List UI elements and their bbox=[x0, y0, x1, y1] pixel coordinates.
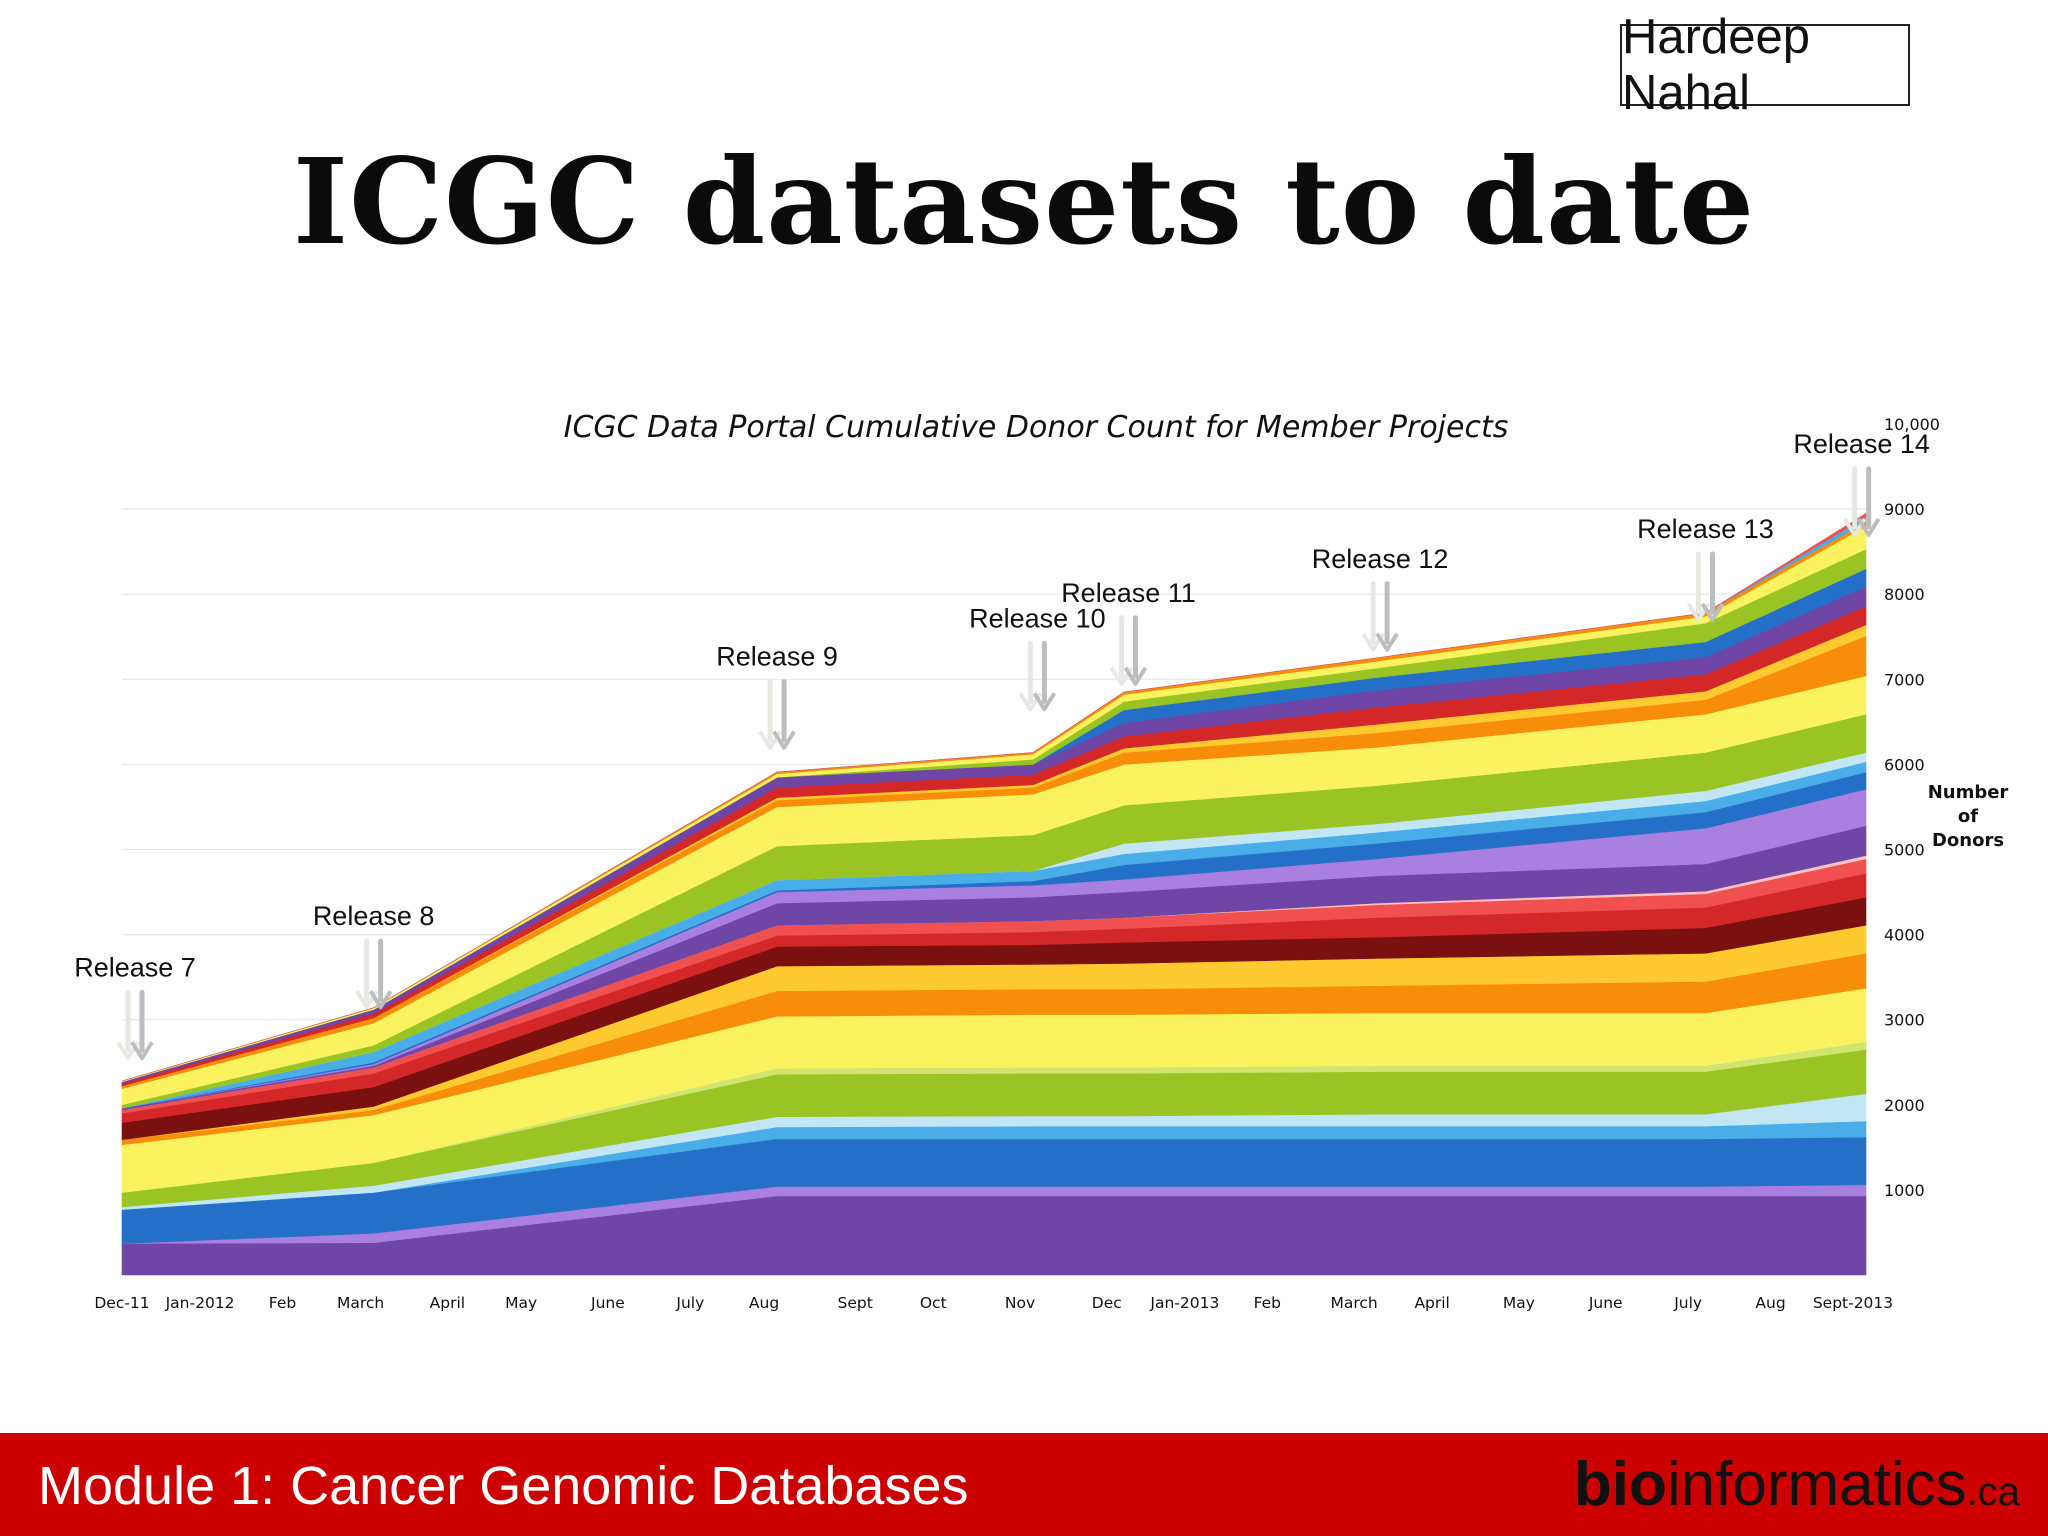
x-tick-label: Nov bbox=[1005, 1294, 1035, 1312]
release-annotation: Release 7 bbox=[74, 952, 196, 1061]
arrowhead-dark-icon bbox=[772, 730, 796, 750]
author-name: Hardeep Nahal bbox=[1622, 10, 1810, 120]
x-tick-label: Aug bbox=[1755, 1294, 1785, 1312]
release-annotation: Release 13 bbox=[1637, 514, 1774, 622]
arrowhead-dark-icon bbox=[1123, 666, 1148, 686]
x-tick-label: April bbox=[430, 1294, 465, 1312]
x-tick-label: Jan-2012 bbox=[165, 1294, 235, 1312]
y-tick-label: 1000 bbox=[1884, 1181, 1925, 1200]
x-tick-label: Dec-11 bbox=[94, 1294, 149, 1312]
release-label: Release 9 bbox=[716, 642, 838, 672]
arrowhead-dark-icon bbox=[1032, 692, 1057, 712]
release-label: Release 10 bbox=[969, 603, 1106, 633]
x-tick-label: June bbox=[590, 1294, 625, 1312]
x-tick-label: Sept-2013 bbox=[1813, 1294, 1893, 1312]
y-tick-label: 10,000 bbox=[1884, 415, 1940, 434]
arrowhead-dark-icon bbox=[1856, 517, 1881, 537]
release-annotation: Release 10 bbox=[969, 603, 1106, 712]
x-tick-label: May bbox=[505, 1294, 537, 1312]
area-series-31 bbox=[121, 512, 1867, 1082]
y-tick-label: 2000 bbox=[1884, 1096, 1925, 1115]
arrowhead-dark-icon bbox=[368, 990, 393, 1010]
y-tick-label: 9000 bbox=[1884, 500, 1925, 519]
release-annotation: Release 12 bbox=[1312, 544, 1449, 652]
release-label: Release 14 bbox=[1793, 429, 1930, 459]
release-label: Release 8 bbox=[313, 901, 435, 931]
chart-title: ICGC Data Portal Cumulative Donor Count … bbox=[564, 410, 1509, 445]
logo-bold-part: bio bbox=[1573, 1450, 1667, 1519]
x-tick-label: Jan-2013 bbox=[1149, 1294, 1219, 1312]
release-label: Release 13 bbox=[1637, 514, 1774, 544]
y-axis-label: of bbox=[1958, 806, 1978, 827]
y-axis-label: Donors bbox=[1932, 830, 2004, 851]
y-tick-label: 7000 bbox=[1884, 670, 1925, 689]
x-tick-label: Oct bbox=[920, 1294, 947, 1312]
x-tick-label: Feb bbox=[1254, 1294, 1281, 1312]
release-annotation: Release 14 bbox=[1793, 429, 1930, 537]
x-tick-label: March bbox=[1330, 1294, 1377, 1312]
y-tick-label: 3000 bbox=[1884, 1011, 1925, 1030]
x-tick-label: Aug bbox=[749, 1294, 779, 1312]
bioinformatics-logo: bioinformatics.ca bbox=[1574, 1449, 2020, 1520]
y-tick-label: 6000 bbox=[1884, 755, 1925, 774]
footer-module-title: Module 1: Cancer Genomic Databases bbox=[38, 1456, 969, 1516]
release-annotation: Release 11 bbox=[1061, 578, 1196, 686]
release-label: Release 12 bbox=[1312, 544, 1449, 574]
release-label: Release 7 bbox=[74, 952, 196, 982]
y-tick-label: 8000 bbox=[1884, 585, 1925, 604]
x-tick-label: July bbox=[1673, 1294, 1702, 1312]
x-tick-label: July bbox=[675, 1294, 704, 1312]
arrowhead-dark-icon bbox=[130, 1041, 154, 1061]
footer-bar: Module 1: Cancer Genomic Databases bioin… bbox=[0, 1433, 2048, 1536]
logo-tld-part: .ca bbox=[1966, 1470, 2020, 1514]
arrowhead-dark-icon bbox=[1700, 602, 1725, 622]
x-tick-label: Sept bbox=[838, 1294, 873, 1312]
release-label: Release 11 bbox=[1061, 578, 1196, 608]
y-axis-label: Number bbox=[1928, 782, 2009, 803]
x-tick-label: Feb bbox=[269, 1294, 296, 1312]
arrowhead-dark-icon bbox=[1375, 632, 1399, 652]
x-tick-label: April bbox=[1414, 1294, 1449, 1312]
x-tick-label: May bbox=[1503, 1294, 1535, 1312]
author-box: Hardeep Nahal bbox=[1620, 10, 1910, 120]
x-tick-label: March bbox=[337, 1294, 384, 1312]
x-tick-label: June bbox=[1588, 1294, 1623, 1312]
logo-main-part: informatics bbox=[1666, 1450, 1967, 1519]
release-annotation: Release 8 bbox=[313, 901, 435, 1010]
release-annotation: Release 9 bbox=[716, 642, 838, 750]
slide-title: ICGC datasets to date bbox=[292, 132, 1756, 271]
x-tick-label: Dec bbox=[1092, 1294, 1122, 1312]
y-tick-label: 4000 bbox=[1884, 926, 1925, 945]
y-tick-label: 5000 bbox=[1884, 841, 1925, 860]
